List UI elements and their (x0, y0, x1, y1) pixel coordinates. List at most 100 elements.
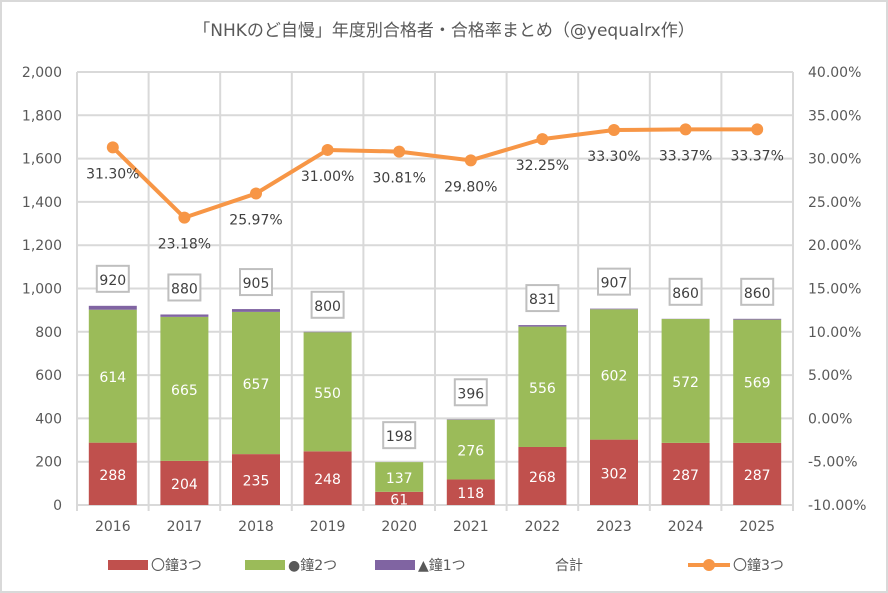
bar-segment (590, 309, 638, 440)
line-data-label: 23.18% (158, 237, 211, 253)
line-data-label: 25.97% (229, 212, 282, 228)
line-marker (106, 141, 119, 154)
bar-segment (160, 316, 209, 461)
bar-segment (303, 332, 352, 452)
bar-data-label: 302 (601, 466, 628, 482)
total-label-box (668, 277, 703, 306)
legend-label: 合計 (555, 558, 583, 574)
y-left-tick-label: 600 (35, 368, 62, 384)
x-tick-label: 2025 (739, 519, 775, 535)
y-right-tick-label: -5.00% (808, 455, 858, 471)
legend-swatch (108, 560, 148, 570)
total-label-box (740, 277, 775, 306)
bar-data-label: 287 (744, 468, 771, 484)
bar-segment (733, 318, 782, 320)
bar-segment (518, 326, 567, 447)
legend-label: ●鐘2つ (288, 557, 337, 574)
bar-data-label: 572 (672, 375, 699, 391)
bar-segment (88, 309, 137, 443)
total-label-box (453, 378, 488, 407)
bar-segment (160, 314, 209, 317)
x-tick-label: 2023 (596, 519, 632, 535)
bar-segment (518, 446, 567, 505)
line-marker (679, 123, 692, 136)
bar-segment (733, 319, 782, 443)
line-marker (393, 145, 406, 158)
legend-item: ▲鐘1つ (375, 557, 466, 574)
x-tick-label: 2018 (238, 519, 274, 535)
y-right-tick-label: 25.00% (808, 195, 861, 211)
y-right-tick-label: 5.00% (808, 368, 852, 384)
line-marker (751, 123, 764, 136)
x-tick-label: 2020 (381, 519, 417, 535)
total-label-box (525, 284, 560, 313)
total-data-label: 800 (314, 299, 341, 315)
bar-segment (733, 442, 782, 505)
y-left-tick-label: 1,600 (22, 152, 62, 168)
y-right-tick-label: 35.00% (808, 108, 861, 124)
bar-segment (232, 309, 280, 312)
y-left-tick-label: 0 (53, 498, 62, 514)
line-marker (321, 143, 334, 156)
total-data-label: 880 (171, 281, 198, 297)
line-marker (608, 124, 620, 137)
x-tick-label: 2022 (525, 519, 561, 535)
y-right-tick-label: 0.00% (808, 411, 852, 427)
bar-segment (88, 442, 137, 505)
line-data-label: 32.25% (516, 158, 569, 174)
legend-label: ▲鐘1つ (418, 557, 466, 574)
bar-segment (661, 319, 710, 443)
bar-data-label: 569 (744, 375, 771, 391)
line-marker (536, 133, 549, 146)
line-marker (250, 187, 262, 200)
bar-segment (375, 491, 424, 505)
total-label-box (382, 421, 417, 450)
y-left-tick-label: 200 (35, 455, 62, 471)
y-left-tick-label: 1,800 (22, 108, 62, 124)
total-data-label: 831 (529, 292, 556, 308)
y-right-tick-label: -10.00% (808, 498, 866, 514)
x-tick-label: 2019 (310, 519, 346, 535)
total-data-label: 907 (601, 276, 628, 292)
total-label-box (310, 290, 345, 319)
legend-swatch (375, 560, 415, 570)
bar-data-label: 602 (601, 368, 628, 384)
legend-label: 〇鐘3つ (151, 557, 202, 574)
y-left-tick-label: 1,000 (22, 282, 62, 298)
total-label-box (95, 264, 130, 293)
line-marker (178, 211, 191, 224)
line-data-label: 31.00% (301, 169, 354, 185)
y-left-tick-label: 1,200 (22, 238, 62, 254)
bar-segment (232, 311, 280, 455)
bar-data-label: 657 (243, 377, 270, 393)
line-data-label: 30.81% (373, 171, 426, 187)
x-axis: 2016 2017 2018 2019 2020 2021 2022 2023 2024 2025 (95, 519, 775, 535)
total-data-label: 860 (672, 286, 699, 302)
bar-data-label: 118 (457, 486, 484, 502)
bar-segment (446, 479, 495, 505)
bar-data-label: 614 (99, 370, 126, 386)
line-marker (464, 154, 477, 167)
y-right-tick-label: 20.00% (808, 238, 861, 254)
bar-segment (160, 460, 209, 505)
bar-segment (518, 325, 567, 327)
total-label-box (239, 268, 273, 297)
bar-data-label: 235 (243, 474, 270, 490)
y-right-tick-label: 40.00% (808, 65, 861, 81)
total-data-label: 905 (243, 276, 270, 292)
bar-data-label: 550 (314, 386, 341, 402)
y-axis-right: -10.00% -5.00% 0.00% 5.00% 10.00% 15.00% 20.00… (808, 65, 866, 514)
bar-segment (661, 442, 710, 505)
bar-data-label: 204 (171, 477, 198, 493)
bars: 288 614 920 204 665 880 235 657 905 248 550 800 61 13… (88, 264, 782, 508)
bar-segment (590, 308, 638, 310)
bar-segment (232, 454, 280, 505)
bar-segment (303, 451, 352, 505)
y-right-tick-label: 30.00% (808, 152, 861, 168)
bar-segment (446, 419, 495, 480)
line-path (111, 127, 758, 220)
total-data-label: 396 (457, 386, 484, 402)
bar-data-label: 137 (386, 471, 413, 487)
x-tick-label: 2016 (95, 519, 131, 535)
